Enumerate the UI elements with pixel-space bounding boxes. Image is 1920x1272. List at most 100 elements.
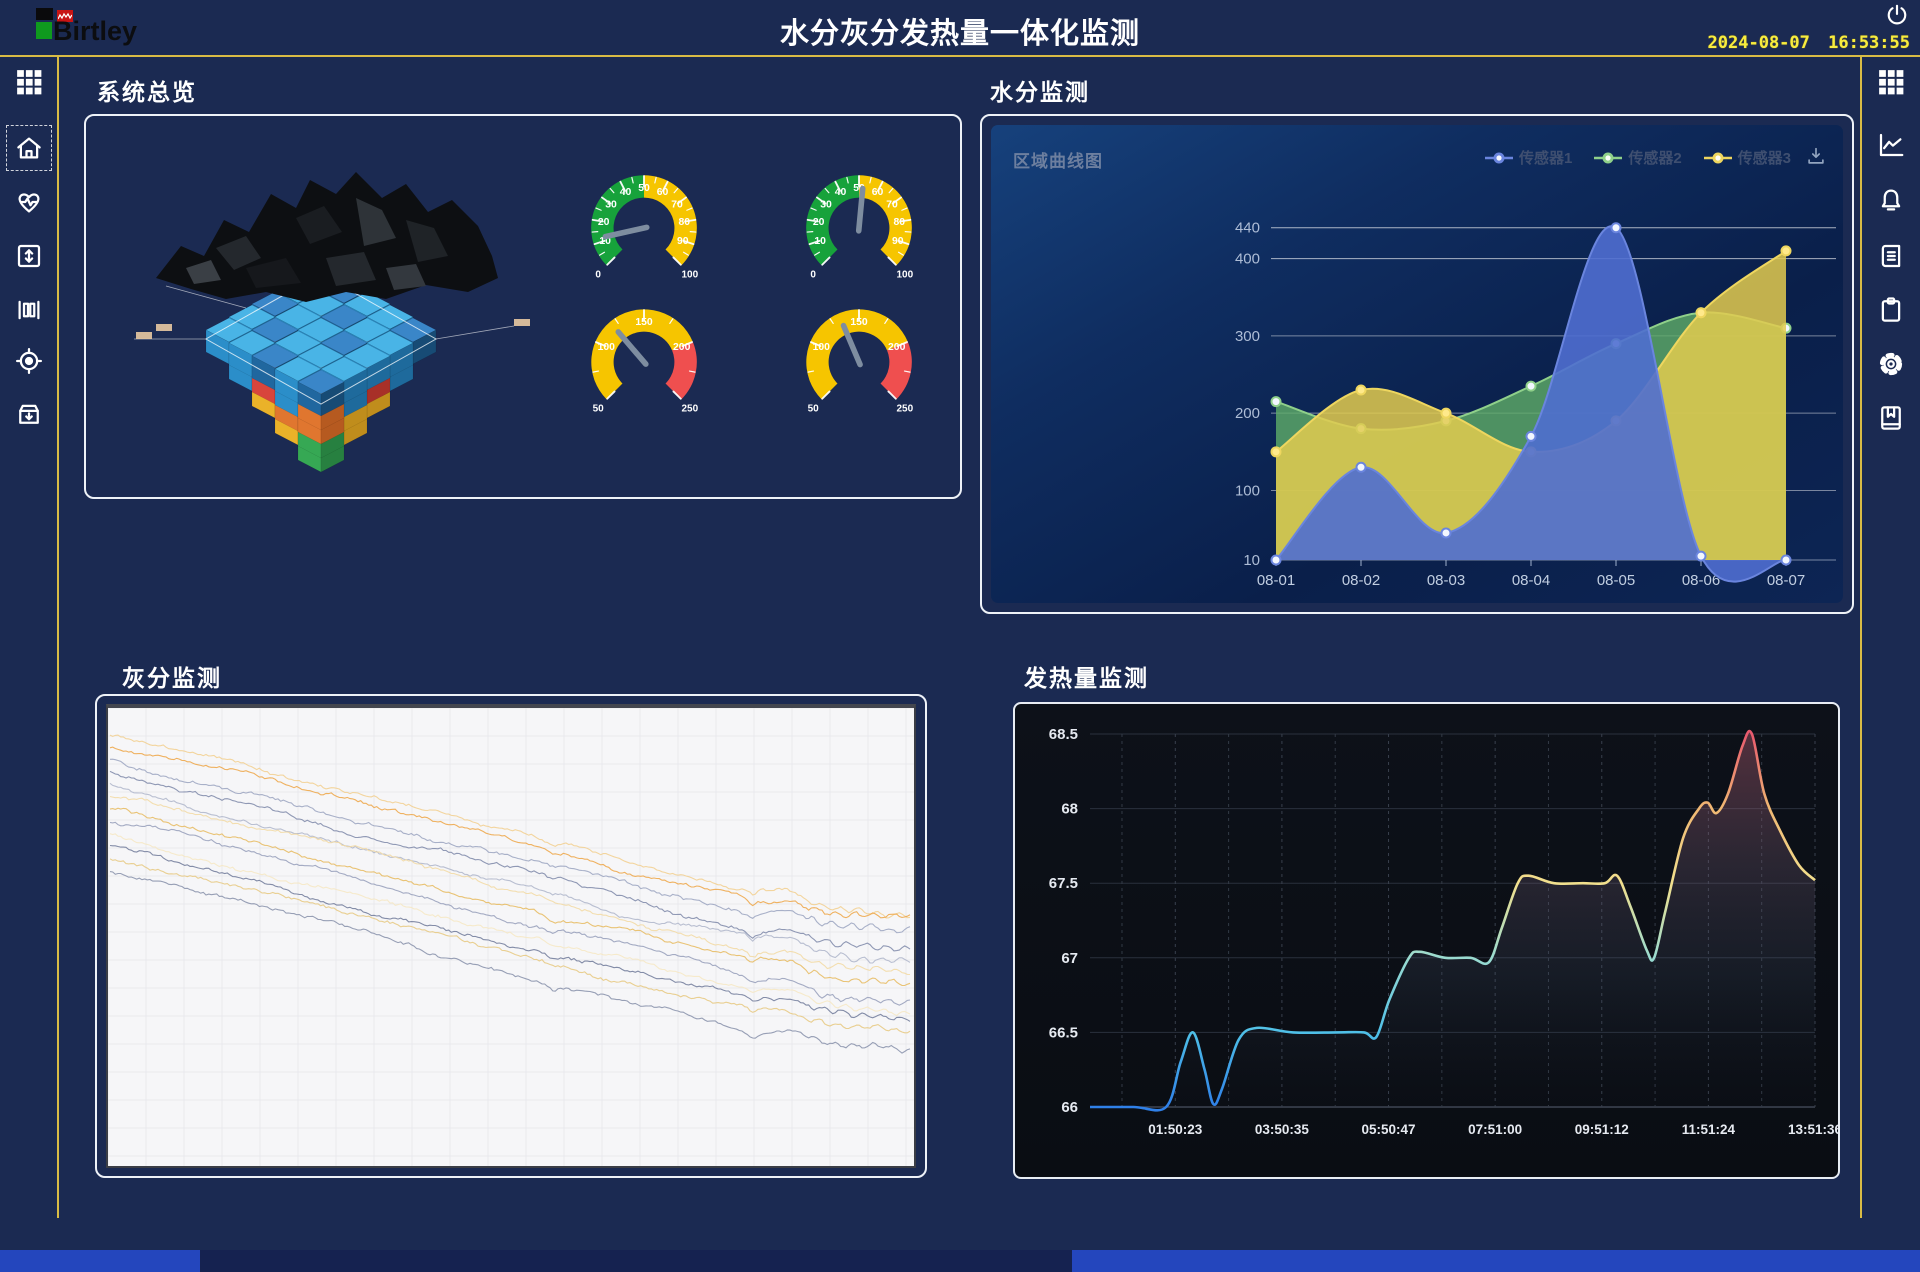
calorific-line-chart: 66 66.5 67 67.5 68 68.5 01:50:23 03:50:35 05:50:… xyxy=(1049,726,1843,1137)
svg-text:30: 30 xyxy=(605,200,617,211)
svg-text:40: 40 xyxy=(620,187,632,198)
page-title: 水分灰分发热量一体化监测 xyxy=(779,18,1140,50)
overview-panel: 0 10 20 30 40 50 60 70 80 90 100 0 10 20 30 40 50 60 70 80… xyxy=(84,114,962,499)
svg-text:10: 10 xyxy=(599,236,611,247)
sidebar-gear-icon[interactable] xyxy=(1873,346,1909,382)
sidebar-slider-panels-icon[interactable] xyxy=(11,292,47,328)
svg-text:100: 100 xyxy=(896,269,913,280)
svg-text:10: 10 xyxy=(814,236,826,247)
svg-text:68.5: 68.5 xyxy=(1049,726,1078,743)
sidebar-clipboard-icon[interactable] xyxy=(1873,292,1909,328)
svg-text:150: 150 xyxy=(850,317,868,328)
svg-text:01:50:23: 01:50:23 xyxy=(1148,1122,1203,1137)
ash-trend-chart xyxy=(107,707,914,1166)
ash-panel xyxy=(95,694,927,1178)
svg-text:250: 250 xyxy=(681,403,698,414)
svg-text:08-06: 08-06 xyxy=(1682,572,1720,589)
svg-text:300: 300 xyxy=(1235,328,1260,345)
sidebar-target-icon[interactable] xyxy=(11,343,47,379)
svg-text:0: 0 xyxy=(810,269,816,280)
svg-text:09:51:12: 09:51:12 xyxy=(1575,1122,1629,1137)
svg-text:08-03: 08-03 xyxy=(1427,572,1465,589)
legend-item-传感器2[interactable]: 传感器2 xyxy=(1594,147,1682,168)
svg-text:90: 90 xyxy=(677,236,689,247)
svg-text:11:51:24: 11:51:24 xyxy=(1682,1122,1736,1137)
calorific-panel: 66 66.5 67 67.5 68 68.5 01:50:23 03:50:35 05:50:… xyxy=(1013,702,1843,1179)
area-chart-label: 区域曲线图 xyxy=(1013,152,1103,171)
svg-text:50: 50 xyxy=(593,403,605,414)
sidebar-bookmark-book-icon[interactable] xyxy=(1873,400,1909,436)
svg-text:08-07: 08-07 xyxy=(1767,572,1805,589)
sidebar-document-icon[interactable] xyxy=(1873,238,1909,274)
gauge-top-left: 0 10 20 30 40 50 60 70 80 90 100 xyxy=(564,152,724,304)
svg-text:08-04: 08-04 xyxy=(1512,572,1550,589)
svg-text:50: 50 xyxy=(808,403,820,414)
gauge-bottom-left: 50 100 150 200 250 xyxy=(564,286,724,438)
svg-text:100: 100 xyxy=(1235,482,1260,499)
sidebar-apps-grid-icon[interactable] xyxy=(11,64,47,100)
svg-text:40: 40 xyxy=(835,187,847,198)
svg-text:20: 20 xyxy=(813,217,825,228)
logo-green-square xyxy=(36,22,52,39)
moisture-legend: 传感器1 传感器2 传感器3 xyxy=(1484,147,1791,168)
svg-text:0: 0 xyxy=(595,269,601,280)
main-content: 系统总览 0 10 20 30 40 50 60 70 80 90 100 0 10 20 30 40 50 6… xyxy=(59,59,1862,1220)
sidebar-bell-icon[interactable] xyxy=(1873,182,1909,218)
legend-item-传感器3[interactable]: 传感器3 xyxy=(1703,147,1791,168)
logo-text: Birtley xyxy=(53,16,138,46)
svg-text:67: 67 xyxy=(1061,950,1078,967)
svg-text:66.5: 66.5 xyxy=(1049,1024,1078,1041)
svg-text:200: 200 xyxy=(673,342,691,353)
svg-text:08-02: 08-02 xyxy=(1342,572,1380,589)
ash-chart-frame xyxy=(106,704,916,1168)
sidebar-apps-grid-icon[interactable] xyxy=(1873,64,1909,100)
overview-section-title: 系统总览 xyxy=(97,79,197,105)
sidebar-archive-download-icon[interactable] xyxy=(11,396,47,432)
moisture-panel: 区域曲线图 传感器1 传感器2 传感器3 440 400 300 200 100 10 08-0… xyxy=(980,114,1854,614)
svg-text:08-01: 08-01 xyxy=(1257,572,1295,589)
svg-text:03:50:35: 03:50:35 xyxy=(1255,1122,1310,1137)
logo-black-square xyxy=(36,8,53,20)
svg-text:30: 30 xyxy=(820,200,832,211)
coal-3d-visualization xyxy=(134,172,530,473)
svg-text:50: 50 xyxy=(638,183,650,194)
svg-text:10: 10 xyxy=(1243,552,1260,569)
calorific-section-title: 发热量监测 xyxy=(1024,665,1149,691)
svg-text:100: 100 xyxy=(813,342,831,353)
sidebar-vertical-expand-icon[interactable] xyxy=(11,238,47,274)
sidebar-home-icon[interactable] xyxy=(5,125,52,171)
logo-red-square xyxy=(57,10,73,22)
svg-text:100: 100 xyxy=(598,342,616,353)
svg-text:70: 70 xyxy=(886,200,898,211)
svg-text:200: 200 xyxy=(888,342,906,353)
svg-text:50: 50 xyxy=(853,183,865,194)
download-icon[interactable] xyxy=(1805,145,1827,167)
svg-text:13:51:36: 13:51:36 xyxy=(1788,1122,1838,1137)
svg-text:20: 20 xyxy=(598,217,610,228)
svg-text:66: 66 xyxy=(1061,1099,1078,1116)
svg-text:68: 68 xyxy=(1061,801,1078,818)
sidebar-heart-pulse-icon[interactable] xyxy=(11,184,47,220)
svg-text:440: 440 xyxy=(1235,220,1260,237)
power-icon[interactable] xyxy=(1884,2,1910,28)
svg-text:90: 90 xyxy=(892,236,904,247)
moisture-section-title: 水分监测 xyxy=(990,79,1090,105)
svg-text:80: 80 xyxy=(679,217,691,228)
app-header: Birtley 水分灰分发热量一体化监测 2024-08-07 16:53:55 xyxy=(0,0,1920,57)
datetime-display: 2024-08-07 16:53:55 xyxy=(1707,33,1910,53)
gauge-bottom-right: 50 100 150 200 250 xyxy=(779,286,939,438)
svg-text:07:51:00: 07:51:00 xyxy=(1468,1122,1522,1137)
gauge-top-right: 0 10 20 30 40 50 60 70 80 90 100 xyxy=(779,152,939,304)
svg-text:200: 200 xyxy=(1235,405,1260,422)
bottom-taskbar xyxy=(0,1250,1920,1272)
taskbar-dark-segment xyxy=(200,1250,1072,1272)
legend-item-传感器1[interactable]: 传感器1 xyxy=(1484,147,1572,168)
moisture-area-chart: 440 400 300 200 100 10 08-01 08-02 08-03 08-04 08-… xyxy=(1235,220,1836,589)
svg-text:67.5: 67.5 xyxy=(1049,875,1078,892)
svg-text:60: 60 xyxy=(657,187,669,198)
svg-text:05:50:47: 05:50:47 xyxy=(1362,1122,1416,1137)
svg-text:150: 150 xyxy=(635,317,653,328)
left-sidebar xyxy=(0,57,59,1218)
sidebar-line-chart-icon[interactable] xyxy=(1873,127,1909,163)
